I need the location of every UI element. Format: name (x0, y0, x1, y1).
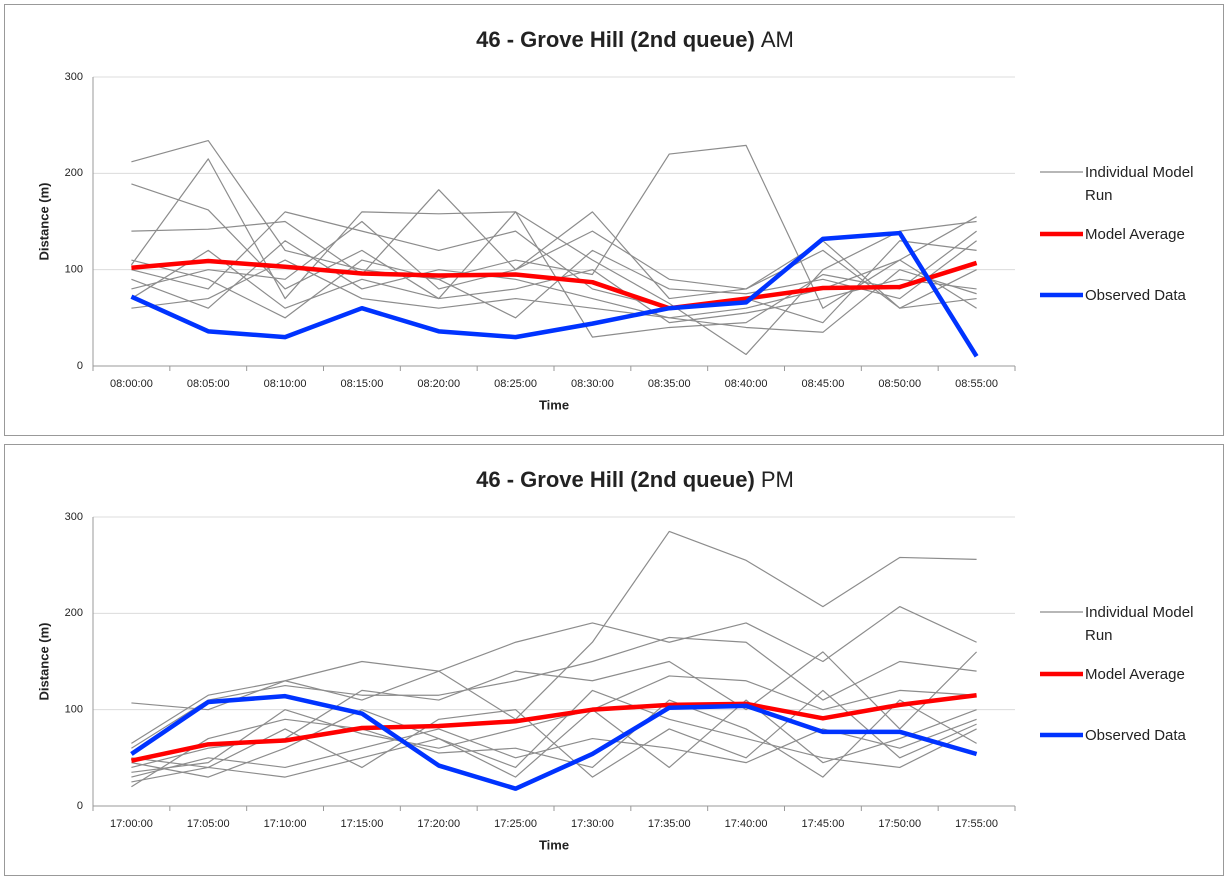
legend-label: Individual Model Run (1085, 164, 1194, 204)
model-run-line (131, 675, 977, 773)
model-run-line (130, 158, 977, 338)
x-tick-label: 17:55:00 (955, 818, 998, 830)
legend-entry: Model Average (1085, 666, 1185, 683)
model-run-line (131, 240, 977, 319)
model-run-line (131, 605, 977, 744)
x-tick-label: 17:20:00 (417, 818, 460, 830)
x-tick-label: 17:45:00 (802, 818, 845, 830)
y-tick-label: 300 (65, 511, 83, 523)
legend-label: Model Average (1085, 226, 1185, 243)
x-axis-label: Time (539, 397, 569, 412)
x-tick-label: 17:35:00 (648, 818, 691, 830)
legend-entry: Model Average (1085, 226, 1185, 243)
chart-panel: 46 - Grove Hill (2nd queue) AM 0 100 200 300 0… (4, 4, 1224, 436)
y-tick-label: 0 (77, 800, 83, 812)
x-axis-label: Time (539, 837, 569, 852)
x-tick-label: 17:10:00 (264, 818, 307, 830)
x-tick-label: 08:55:00 (955, 378, 998, 390)
y-tick-label: 0 (77, 360, 83, 372)
x-tick-label: 08:35:00 (648, 378, 691, 390)
x-tick-label: 08:45:00 (802, 378, 845, 390)
model-run-line (131, 211, 977, 324)
title-suffix: AM (761, 27, 794, 52)
legend-label: Individual Model Run (1085, 604, 1194, 644)
legend-entry: Observed Data (1085, 287, 1186, 304)
model-run-line (131, 689, 977, 783)
x-tick-label: 08:30:00 (571, 378, 614, 390)
title-suffix: PM (761, 467, 794, 492)
legend-entry: Observed Data (1085, 727, 1186, 744)
model-run-line (131, 220, 977, 309)
x-tick-label: 08:15:00 (341, 378, 384, 390)
x-tick-label: 08:05:00 (187, 378, 230, 390)
chart-title: 46 - Grove Hill (2nd queue) PM (476, 467, 794, 492)
x-tick-label: 17:05:00 (187, 818, 230, 830)
series-line (131, 258, 978, 311)
y-tick-label: 200 (65, 607, 83, 619)
legend-entry: Individual Model Run (1085, 164, 1194, 204)
chart-title: 46 - Grove Hill (2nd queue) AM (476, 27, 794, 52)
y-tick-label: 200 (65, 167, 83, 179)
model-run-line (131, 636, 977, 749)
x-tick-label: 17:30:00 (571, 818, 614, 830)
x-tick-label: 08:40:00 (725, 378, 768, 390)
y-axis-label: Distance (m) (36, 182, 51, 260)
chart-panel: 46 - Grove Hill (2nd queue) PM 0 100 200 300 1… (4, 444, 1224, 876)
title-main: 46 - Grove Hill (2nd queue) (476, 467, 755, 492)
x-tick-label: 08:10:00 (264, 378, 307, 390)
x-tick-label: 08:00:00 (110, 378, 153, 390)
legend-label: Observed Data (1085, 727, 1186, 744)
x-tick-label: 17:40:00 (725, 818, 768, 830)
model-run-line (131, 689, 977, 778)
y-axis-label: Distance (m) (36, 622, 51, 700)
title-main: 46 - Grove Hill (2nd queue) (476, 27, 755, 52)
y-tick-label: 100 (65, 264, 83, 276)
x-tick-label: 08:20:00 (417, 378, 460, 390)
legend-label: Observed Data (1085, 287, 1186, 304)
model-run-line (131, 139, 977, 309)
x-tick-label: 08:50:00 (878, 378, 921, 390)
y-tick-label: 100 (65, 704, 83, 716)
model-run-line (131, 240, 977, 319)
model-run-line (131, 189, 977, 309)
y-tick-label: 300 (65, 71, 83, 83)
series-line (130, 693, 978, 791)
x-tick-label: 17:00:00 (110, 818, 153, 830)
model-run-line (131, 699, 977, 788)
x-tick-label: 17:15:00 (341, 818, 384, 830)
legend-entry: Individual Model Run (1085, 604, 1194, 644)
x-tick-label: 17:25:00 (494, 818, 537, 830)
legend-label: Model Average (1085, 666, 1185, 683)
x-tick-label: 17:50:00 (878, 818, 921, 830)
x-tick-label: 08:25:00 (494, 378, 537, 390)
series-line (130, 230, 979, 358)
model-run-line (131, 530, 977, 720)
series-line (130, 692, 977, 763)
